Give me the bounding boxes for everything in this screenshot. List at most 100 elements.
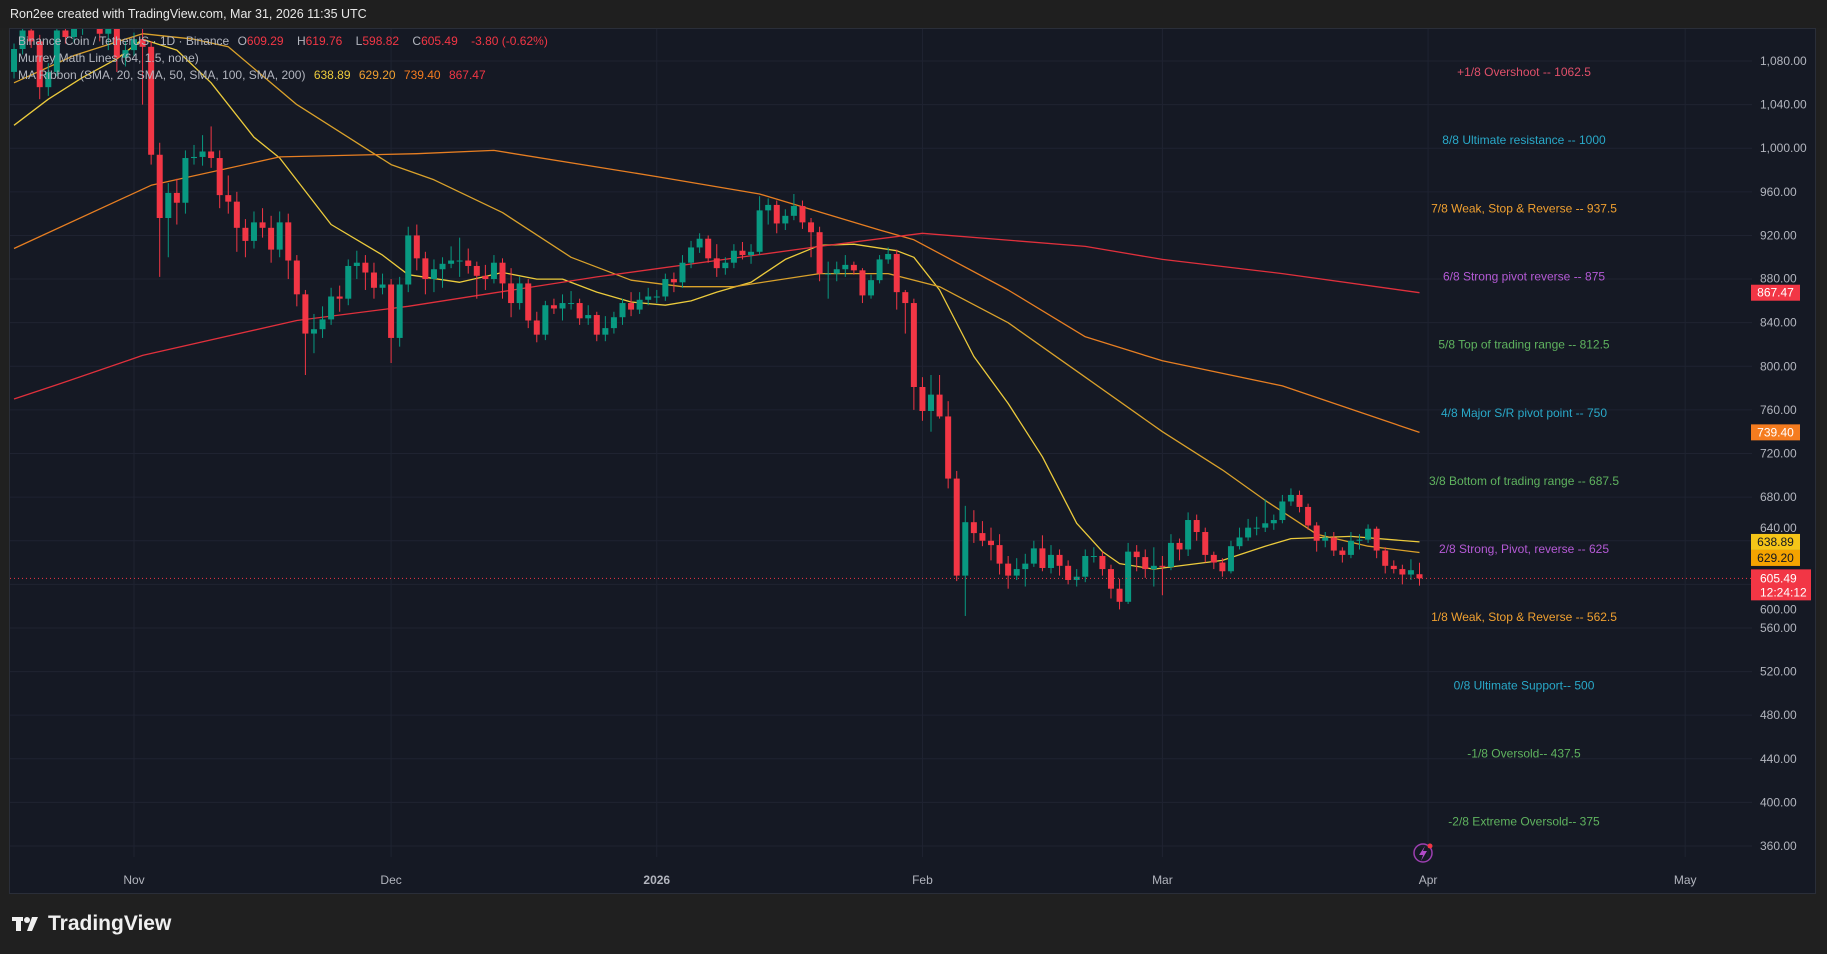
candle-body [430, 269, 437, 280]
candle [1399, 564, 1406, 585]
candle [1236, 527, 1243, 550]
ma-ribbon-legend[interactable]: MA Ribbon (SMA, 20, SMA, 50, SMA, 100, S… [18, 68, 491, 82]
candle-body [550, 305, 557, 309]
candle-body [1270, 520, 1277, 524]
candle [773, 200, 780, 234]
candle-body [1005, 563, 1012, 576]
last-price-text: 605.49 [1760, 571, 1797, 585]
candle [1030, 540, 1037, 567]
price-axis-label: 680.00 [1760, 490, 1797, 504]
murrey-level-label: 6/8 Strong pivot reverse -- 875 [1443, 270, 1605, 284]
candle [1150, 547, 1157, 587]
candle-body [508, 283, 515, 304]
candle-body [748, 251, 755, 256]
candle [1176, 538, 1183, 561]
candle-body [679, 262, 686, 283]
candle-body [910, 303, 917, 387]
candle [208, 126, 215, 168]
candle-body [1125, 551, 1132, 602]
candle-body [276, 222, 283, 250]
candle [182, 150, 189, 214]
candle [473, 261, 480, 299]
price-badge [1751, 424, 1800, 441]
candle-body [808, 222, 815, 233]
time-axis-label: Dec [380, 873, 401, 887]
candle [1262, 499, 1269, 533]
tradingview-logo[interactable]: TradingView [12, 912, 171, 936]
candle-body [448, 260, 455, 264]
candle-body [979, 533, 986, 541]
candle-body [88, 15, 94, 19]
candle [730, 244, 737, 269]
candle [1339, 547, 1346, 563]
candle-body [396, 284, 403, 338]
candle [1407, 559, 1414, 580]
candle [293, 255, 300, 307]
candle [490, 255, 497, 284]
price-axis-label: 400.00 [1760, 795, 1797, 809]
close-label: C [412, 34, 422, 48]
candle-body [936, 394, 943, 417]
candle-body [19, 30, 26, 50]
murrey-legend[interactable]: Murrey Math Lines (64, 1.5, none) [18, 51, 204, 65]
candle-body [645, 296, 652, 300]
candle [396, 276, 403, 347]
price-axis-label: 960.00 [1760, 185, 1797, 199]
price-axis-label: 880.00 [1760, 272, 1797, 286]
candle [1227, 540, 1234, 574]
candle-body [1193, 520, 1200, 533]
candle [1373, 526, 1380, 559]
candle [713, 244, 720, 277]
candle [688, 240, 695, 269]
candle-body [1167, 542, 1174, 567]
candle [1330, 532, 1337, 556]
chart-panel[interactable] [9, 28, 1816, 894]
price-axis-label: 1,080.00 [1760, 54, 1807, 68]
candle [122, 41, 129, 67]
candle-body [1065, 565, 1072, 580]
candle-body [953, 478, 960, 576]
candle-body [379, 284, 386, 288]
candle-body [576, 303, 583, 319]
candle-body [1253, 527, 1260, 529]
candle [1039, 535, 1046, 572]
candle-body [1159, 565, 1166, 567]
candle [45, 63, 52, 96]
candle [1305, 503, 1312, 530]
candle [1022, 553, 1029, 587]
candle [36, 34, 43, 100]
symbol-legend[interactable]: Binance Coin / TetherUS · 1D · Binance O… [18, 34, 553, 48]
candle-body [1082, 555, 1089, 577]
candle [148, 41, 155, 165]
candle [422, 251, 429, 295]
candle-body [568, 303, 575, 305]
candle-body [1416, 574, 1423, 579]
candle-body [782, 215, 789, 224]
candle-body [1116, 588, 1123, 602]
candle [868, 274, 875, 299]
lightning-icon[interactable] [1413, 843, 1433, 863]
candle [593, 311, 600, 342]
candle [1322, 532, 1329, 548]
plot-area: +1/8 Overshoot -- 1062.5 8/8 Ultimate res… [11, 6, 1619, 829]
candle-body [988, 540, 994, 546]
candle [88, 6, 94, 28]
candle-body [1150, 565, 1157, 570]
candle [165, 183, 172, 258]
candle-body [705, 238, 712, 259]
candle [910, 298, 917, 410]
price-badge [1751, 284, 1800, 301]
candle [139, 29, 146, 105]
candle [19, 29, 26, 55]
candle [465, 248, 472, 274]
candle-body [113, 29, 120, 58]
sma200-value: 867.47 [448, 68, 486, 82]
candle-body [370, 272, 377, 288]
candle-body [1185, 520, 1192, 550]
candle [996, 534, 1003, 575]
price-axis-label: 360.00 [1760, 839, 1797, 853]
candle-body [1107, 569, 1114, 589]
sma50-value: 629.20 [358, 68, 396, 82]
candle-body [1287, 494, 1294, 502]
